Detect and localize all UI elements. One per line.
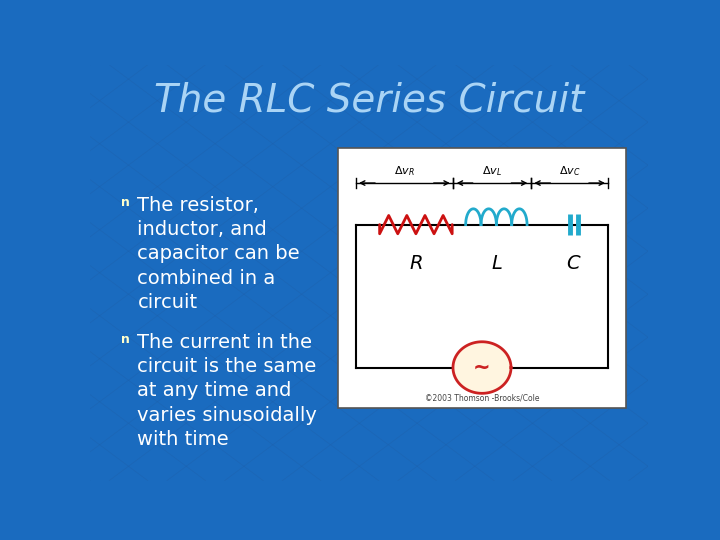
- Text: ©2003 Thomson -Brooks/Cole: ©2003 Thomson -Brooks/Cole: [425, 394, 539, 403]
- Text: n: n: [121, 333, 130, 346]
- Text: $\Delta v_R$: $\Delta v_R$: [394, 164, 415, 178]
- Text: ~: ~: [473, 357, 491, 377]
- Text: $C$: $C$: [566, 254, 582, 273]
- Text: $L$: $L$: [490, 254, 503, 273]
- Text: $\Delta v_C$: $\Delta v_C$: [559, 164, 580, 178]
- Text: n: n: [121, 196, 130, 209]
- Text: The RLC Series Circuit: The RLC Series Circuit: [154, 81, 584, 119]
- Text: $\Delta v_L$: $\Delta v_L$: [482, 164, 502, 178]
- Text: The current in the
circuit is the same
at any time and
varies sinusoidally
with : The current in the circuit is the same a…: [138, 333, 318, 449]
- Bar: [338, 148, 626, 408]
- Text: The resistor,
inductor, and
capacitor can be
combined in a
circuit: The resistor, inductor, and capacitor ca…: [138, 196, 300, 312]
- Text: $R$: $R$: [409, 254, 423, 273]
- Polygon shape: [453, 342, 511, 393]
